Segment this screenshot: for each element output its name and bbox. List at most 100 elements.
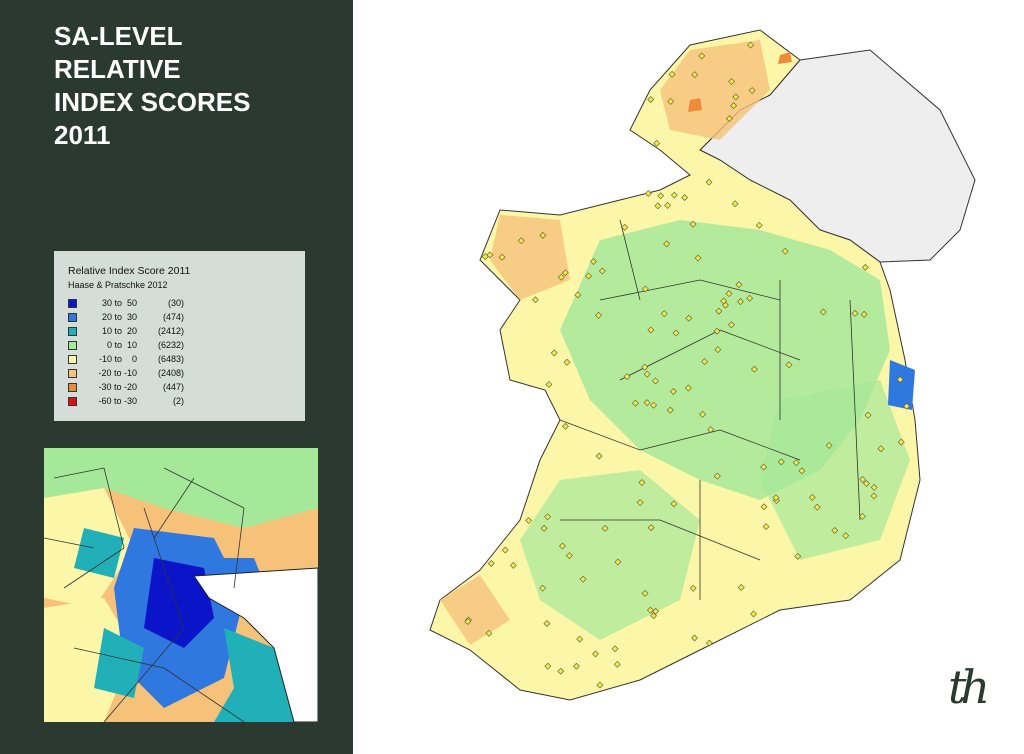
town-marker xyxy=(670,191,678,199)
town-marker xyxy=(870,483,878,491)
town-marker xyxy=(544,513,552,521)
town-marker xyxy=(641,285,649,293)
town-marker xyxy=(870,492,878,500)
town-marker xyxy=(707,426,715,434)
title-line: INDEX SCORES xyxy=(54,87,251,117)
town-marker xyxy=(565,552,573,560)
town-marker xyxy=(653,139,661,147)
title: SA-LEVEL RELATIVE INDEX SCORES 2011 xyxy=(54,20,251,152)
town-marker xyxy=(561,269,569,277)
town-marker xyxy=(861,263,869,271)
legend-count: (2412) xyxy=(157,326,184,336)
town-marker xyxy=(896,376,904,383)
legend-count: (2) xyxy=(173,396,184,406)
town-marker xyxy=(777,458,785,466)
town-marker xyxy=(669,388,677,395)
legend-range: -20 to -10 xyxy=(98,368,137,378)
town-marker xyxy=(725,290,733,298)
town-marker xyxy=(621,223,629,231)
legend-swatch xyxy=(68,369,77,378)
town-marker xyxy=(792,459,800,467)
town-marker xyxy=(728,321,735,329)
town-marker xyxy=(595,452,603,460)
town-marker xyxy=(550,349,558,357)
town-marker xyxy=(652,607,660,615)
town-marker xyxy=(897,438,905,446)
town-marker xyxy=(735,281,743,289)
town-marker xyxy=(681,194,689,201)
town-marker xyxy=(657,192,665,200)
legend-range: 30 to 50 xyxy=(101,298,137,308)
town-marker xyxy=(748,87,756,94)
legend-count: (2408) xyxy=(157,368,184,378)
town-marker xyxy=(501,546,509,554)
town-marker xyxy=(825,441,833,449)
title-line: 2011 xyxy=(54,120,111,150)
town-marker xyxy=(611,645,619,653)
town-marker xyxy=(670,500,678,508)
legend-range: -10 to 0 xyxy=(98,354,137,364)
town-marker xyxy=(540,524,548,532)
town-marker xyxy=(746,294,754,302)
town-markers xyxy=(464,41,911,689)
town-marker xyxy=(525,517,533,524)
town-marker xyxy=(647,524,655,532)
town-marker xyxy=(664,201,671,209)
town-marker xyxy=(842,532,850,540)
town-marker xyxy=(613,660,621,668)
legend-swatch xyxy=(68,355,77,364)
town-marker xyxy=(864,411,872,419)
title-line: SA-LEVEL xyxy=(54,21,183,51)
town-marker xyxy=(714,346,722,354)
town-marker xyxy=(543,620,551,627)
town-marker xyxy=(585,272,593,280)
town-marker xyxy=(660,310,668,318)
town-marker xyxy=(691,634,698,642)
town-marker xyxy=(781,247,789,255)
town-marker xyxy=(532,296,539,304)
legend-range: 10 to 20 xyxy=(101,326,137,336)
town-marker xyxy=(715,307,723,315)
town-marker xyxy=(713,472,721,480)
town-marker xyxy=(614,558,622,566)
town-marker xyxy=(731,200,739,208)
legend-count: (6483) xyxy=(157,354,184,364)
dublin-inset-map xyxy=(44,448,318,722)
town-marker xyxy=(863,480,870,487)
town-marker xyxy=(732,93,740,101)
legend-range: 0 to 10 xyxy=(106,340,137,350)
town-marker xyxy=(595,311,603,319)
town-marker xyxy=(654,202,662,210)
town-marker xyxy=(877,445,885,453)
legend-swatch xyxy=(68,341,77,350)
town-marker xyxy=(638,479,646,486)
legend-count: (6232) xyxy=(157,340,184,350)
title-line: RELATIVE xyxy=(54,54,181,84)
town-marker xyxy=(539,231,547,239)
town-marker xyxy=(737,298,744,306)
town-marker xyxy=(762,523,770,531)
town-marker xyxy=(785,361,793,369)
town-marker xyxy=(903,402,911,410)
town-marker xyxy=(698,52,706,60)
town-marker xyxy=(647,96,655,103)
town-marker xyxy=(808,493,816,501)
ireland-map xyxy=(429,29,976,701)
town-marker xyxy=(636,499,644,506)
town-marker xyxy=(545,381,553,388)
town-marker xyxy=(858,512,866,520)
town-marker xyxy=(647,606,654,614)
town-marker xyxy=(685,314,693,322)
town-marker xyxy=(705,639,713,647)
legend: Relative Index Score 2011 Haase & Pratsc… xyxy=(54,251,305,421)
town-marker xyxy=(672,329,680,337)
town-marker xyxy=(851,309,859,317)
town-marker xyxy=(601,524,609,532)
legend-swatch xyxy=(68,299,77,308)
town-marker xyxy=(725,115,733,123)
town-marker xyxy=(544,662,552,670)
town-marker xyxy=(831,527,839,534)
legend-title: Relative Index Score 2011 xyxy=(68,265,191,277)
town-marker xyxy=(539,584,547,592)
